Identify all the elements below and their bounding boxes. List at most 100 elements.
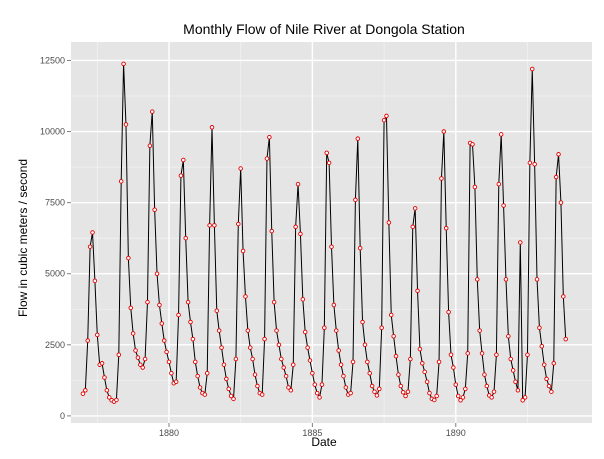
- data-point: [221, 362, 227, 367]
- y-tick-label: 0: [60, 411, 65, 421]
- y-tick-label: 2500: [45, 340, 65, 350]
- data-point: [484, 383, 490, 389]
- data-point: [99, 361, 105, 366]
- data-point: [224, 376, 229, 382]
- data-point: [403, 393, 408, 399]
- data-point: [534, 277, 540, 282]
- data-point: [510, 368, 516, 373]
- data-point: [458, 398, 463, 403]
- data-point: [240, 248, 246, 254]
- data-point: [355, 136, 361, 141]
- data-point: [427, 390, 432, 396]
- data-point: [204, 370, 210, 376]
- data-point: [475, 277, 480, 282]
- data-point: [448, 352, 454, 358]
- data-point: [498, 132, 504, 137]
- data-point: [513, 379, 518, 385]
- data-point: [494, 352, 499, 358]
- data-point: [85, 338, 90, 343]
- data-point: [154, 271, 160, 276]
- data-point: [298, 231, 303, 237]
- data-point: [226, 386, 231, 392]
- data-point: [479, 351, 485, 356]
- data-point: [176, 312, 181, 318]
- data-point: [324, 150, 329, 156]
- x-tick-label: 1890: [446, 428, 466, 438]
- data-point: [319, 382, 325, 387]
- data-point: [422, 369, 427, 375]
- data-point: [207, 223, 212, 228]
- data-point: [262, 336, 267, 342]
- data-point: [405, 389, 411, 394]
- data-point: [527, 160, 533, 166]
- data-point: [501, 203, 506, 208]
- data-point: [353, 197, 358, 203]
- data-point: [106, 395, 112, 400]
- y-tick-label: 10000: [40, 127, 65, 137]
- data-point: [381, 117, 387, 123]
- data-point: [329, 244, 334, 249]
- data-point: [317, 395, 322, 400]
- x-tick-label: 1885: [302, 428, 322, 438]
- data-point: [212, 223, 217, 228]
- x-tick-label: 1880: [159, 428, 179, 438]
- data-point: [173, 379, 179, 385]
- data-point: [314, 390, 320, 396]
- data-point: [391, 334, 396, 339]
- data-point: [451, 365, 456, 370]
- data-point: [276, 342, 282, 348]
- data-point: [123, 122, 129, 127]
- data-point: [331, 302, 337, 308]
- data-point: [348, 390, 353, 396]
- data-point: [188, 319, 193, 325]
- data-point: [553, 174, 559, 180]
- data-point: [269, 228, 275, 234]
- data-point: [247, 345, 253, 350]
- data-point: [515, 388, 521, 393]
- data-point: [400, 390, 406, 395]
- data-point: [312, 382, 318, 387]
- data-point: [470, 142, 475, 147]
- data-point: [193, 359, 198, 365]
- data-point: [393, 353, 399, 359]
- data-point: [322, 325, 327, 331]
- data-point: [142, 356, 148, 362]
- data-point: [305, 345, 310, 350]
- chart-title: Monthly Flow of Nile River at Dongola St…: [183, 21, 465, 37]
- data-point: [185, 299, 191, 305]
- data-point: [463, 386, 468, 392]
- data-point: [472, 184, 478, 190]
- data-point: [102, 375, 107, 380]
- data-point: [145, 299, 150, 305]
- data-point: [379, 325, 384, 331]
- data-point: [231, 396, 236, 402]
- data-point: [496, 181, 502, 187]
- data-point: [116, 352, 122, 358]
- data-point: [291, 362, 296, 367]
- data-point: [216, 328, 222, 333]
- data-point: [219, 345, 224, 350]
- data-point: [267, 134, 272, 140]
- data-point: [518, 240, 523, 245]
- x-axis: 1880 1885 1890: [159, 423, 466, 438]
- data-point: [477, 328, 482, 333]
- data-point: [532, 162, 537, 167]
- data-point: [396, 372, 401, 377]
- data-point: [443, 225, 449, 231]
- data-point: [138, 362, 143, 367]
- major-gridlines: [71, 42, 592, 423]
- data-point: [412, 206, 418, 211]
- data-point: [408, 356, 413, 362]
- data-point: [183, 235, 188, 241]
- data-point: [283, 373, 289, 379]
- data-point: [520, 398, 525, 403]
- data-point: [441, 129, 447, 134]
- data-point: [374, 393, 380, 398]
- y-tick-label: 12500: [40, 55, 65, 65]
- data-point: [360, 319, 365, 325]
- data-point: [365, 359, 370, 365]
- data-point: [255, 383, 260, 389]
- data-point: [556, 152, 561, 157]
- data-point: [118, 179, 124, 184]
- data-point: [181, 157, 186, 163]
